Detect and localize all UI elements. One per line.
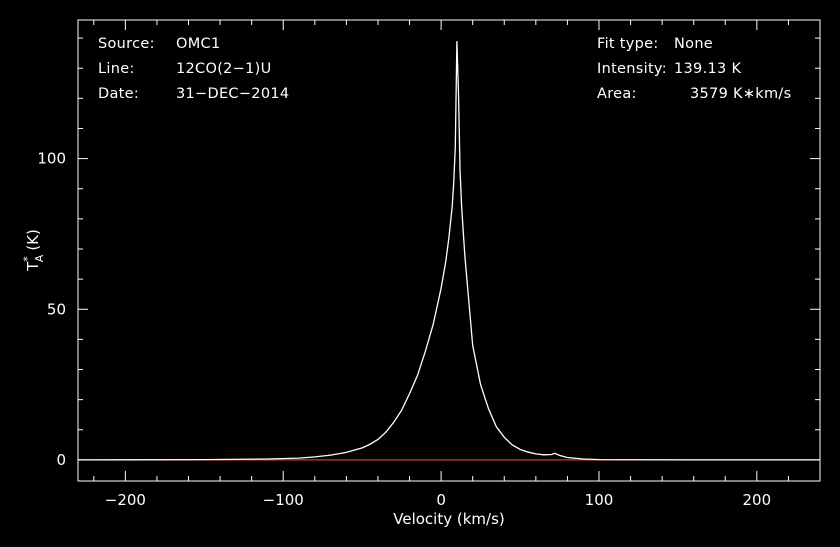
axis-ticks: [78, 20, 821, 481]
axis-tick-labels: −200 −100 0 100 200 0 50 100: [37, 150, 771, 509]
intensity-value: 139.13 K: [674, 61, 742, 77]
svg-text:T*A(K): T*A (K): [21, 229, 46, 272]
plot-frame: [77, 19, 821, 482]
source-value: OMC1: [176, 36, 221, 52]
fit-type-label: Fit type:: [597, 36, 659, 52]
date-value: 31−DEC−2014: [176, 86, 290, 102]
y-axis-label: T*A (K): [21, 229, 46, 272]
y-tick-label: 0: [56, 451, 66, 469]
y-axis-label-main: T: [24, 261, 42, 272]
y-tick-label: 100: [37, 150, 66, 168]
line-label: Line:: [98, 61, 135, 77]
area-label: Area:: [597, 86, 637, 102]
y-tick-label: 50: [47, 300, 66, 318]
x-axis-label: Velocity (km/s): [393, 510, 504, 528]
y-axis-label-sup: *: [21, 256, 34, 262]
x-tick-label: −100: [263, 491, 304, 509]
fit-type-value: None: [674, 36, 714, 52]
intensity-label: Intensity:: [597, 61, 667, 77]
x-tick-label: 0: [436, 491, 446, 509]
source-label: Source:: [98, 36, 155, 52]
x-tick-label: 100: [585, 491, 614, 509]
y-axis-label-unit: (K): [24, 229, 42, 251]
area-value: 3579 K∗km/s: [690, 86, 792, 102]
date-label: Date:: [98, 86, 140, 102]
x-tick-label: −200: [105, 491, 146, 509]
y-axis-label-sub: A: [33, 254, 46, 262]
x-tick-label: 200: [743, 491, 772, 509]
spectrum-line: [77, 41, 820, 461]
line-value: 12CO(2−1)U: [176, 61, 272, 77]
